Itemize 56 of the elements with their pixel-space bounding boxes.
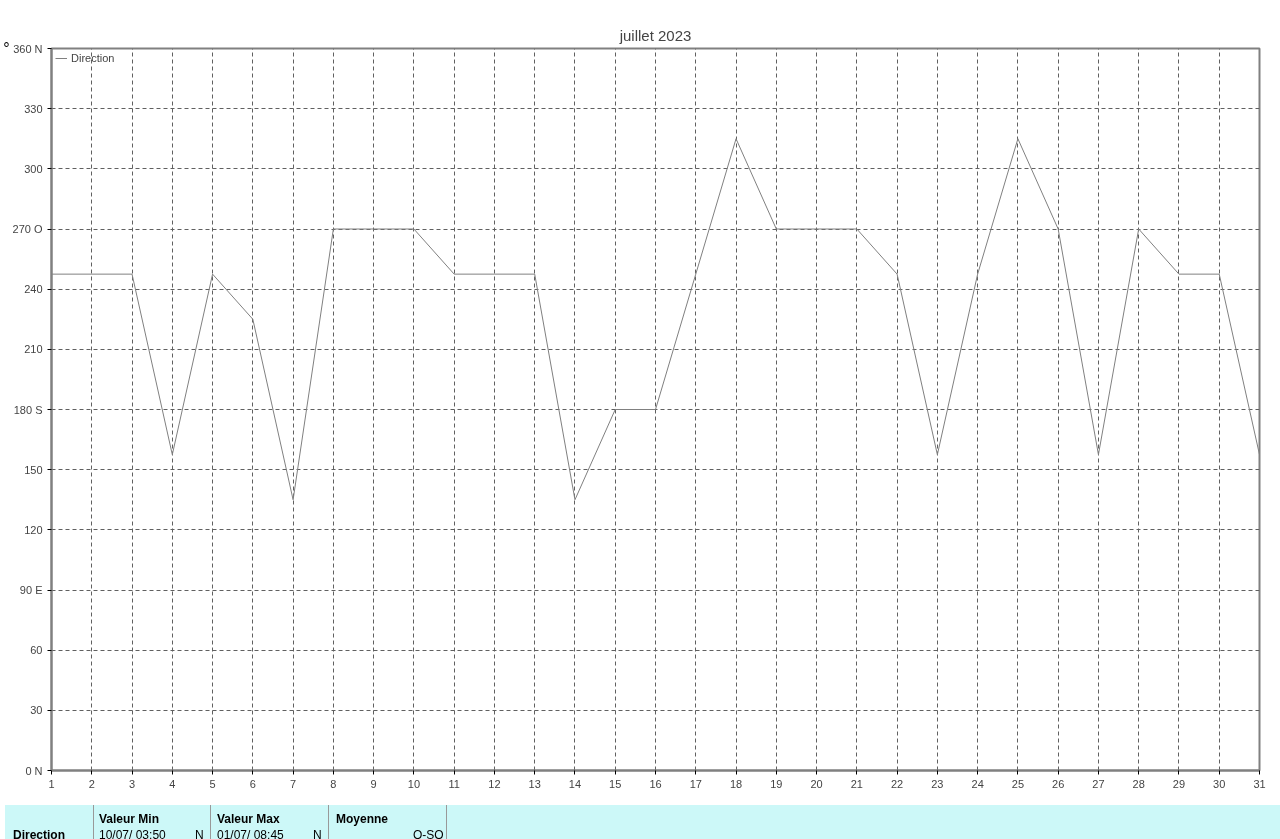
x-tick-label: 27 [1092,777,1105,790]
y-tick-label: 0 N [25,764,43,777]
y-tick-label: 150 [24,463,43,476]
x-tick-label: 5 [209,777,216,790]
legend-label: Direction [71,52,115,64]
text: N [195,827,204,839]
y-tick-label: 300 [24,162,43,175]
text: N [313,827,322,839]
y-tick-label: 210 [24,343,43,356]
x-tick-label: 24 [971,777,984,790]
text: 10/07/ 03:50 [99,827,166,839]
y-tick-label: 120 [24,523,43,536]
x-tick-label: 4 [169,777,176,790]
x-tick-label: 9 [370,777,377,790]
y-tick-label: 330 [24,102,43,115]
text: Direction [13,827,66,839]
x-tick-label: 3 [128,777,136,790]
x-tick-label: 23 [931,777,944,790]
x-tick-label: 31 [1253,777,1266,790]
x-tick-label: 13 [528,777,541,790]
y-tick-label: 30 [30,704,43,717]
x-tick-label: 30 [1213,777,1226,790]
x-tick-label: 1 [48,777,55,790]
x-tick-label: 26 [1052,777,1065,790]
y-tick-label: 240 [24,283,43,296]
x-tick-label: 10 [407,777,421,790]
x-tick-label: 16 [649,777,662,790]
y-tick-label: 60 [30,644,43,657]
x-tick-label: 18 [729,777,743,790]
x-tick-label: 11 [448,777,460,790]
text: 01/07/ 08:45 [217,827,284,839]
text: Valeur Max [217,811,280,828]
x-tick-label: 28 [1132,777,1145,790]
chart-title: juillet 2023 [618,26,692,44]
x-tick-label: 2 [88,777,95,790]
text: O-SO [413,827,444,839]
x-tick-label: 8 [330,777,337,790]
x-tick-label: 15 [609,777,622,790]
x-tick-label: 29 [1172,777,1186,790]
x-tick-label: 17 [689,777,702,790]
x-tick-label: 21 [850,777,863,790]
y-tick-label: 90 E [19,584,43,596]
y-tick-label: 270 O [12,223,43,235]
x-tick-label: 6 [249,777,256,790]
x-tick-label: 19 [770,777,783,790]
y-tick-label: 360 N [13,42,43,55]
x-tick-label: 22 [890,777,904,790]
y-axis-title: ° [3,40,10,57]
x-tick-label: 20 [810,777,823,790]
x-tick-label: 12 [488,777,501,790]
text: Moyenne [336,811,389,828]
x-tick-label: 14 [568,777,582,790]
x-tick-label: 7 [290,777,297,790]
y-tick-label: 180 S [13,403,43,416]
x-tick-label: 25 [1011,777,1025,790]
text: Valeur Min [99,811,160,828]
